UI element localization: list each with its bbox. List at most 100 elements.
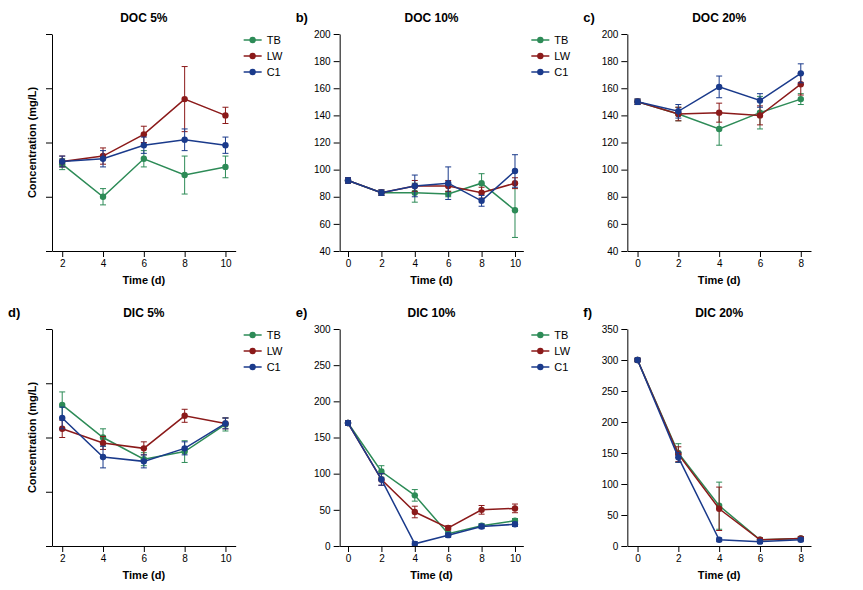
y-tick: 250 xyxy=(602,386,628,397)
tick-mark xyxy=(334,546,340,547)
tick-mark xyxy=(381,546,382,552)
error-bar xyxy=(757,106,763,125)
y-tick xyxy=(46,438,52,439)
x-axis: 246810 xyxy=(53,546,237,564)
x-axis: 02468 xyxy=(628,251,812,269)
x-tick: 10 xyxy=(220,546,232,564)
tick-mark xyxy=(760,546,761,552)
point xyxy=(100,440,106,446)
series xyxy=(634,357,804,545)
y-tick: 120 xyxy=(602,137,628,148)
point xyxy=(181,445,187,451)
error-bar xyxy=(479,505,485,514)
error-bar xyxy=(757,94,763,108)
y-tick: 140 xyxy=(602,110,628,121)
tick-label: 6 xyxy=(758,258,764,269)
tick-mark xyxy=(46,329,52,330)
tick-label: 0 xyxy=(613,541,619,552)
error-bar xyxy=(378,190,384,195)
point xyxy=(445,180,451,186)
legend: TBLWC1 xyxy=(531,329,570,373)
x-tick: 0 xyxy=(346,546,352,564)
legend-marker xyxy=(537,364,543,370)
tick-label: 100 xyxy=(314,468,331,479)
tick-mark xyxy=(621,143,627,144)
error-bar xyxy=(512,504,518,513)
y-tick: 40 xyxy=(607,246,627,257)
tick-mark xyxy=(638,251,639,257)
tick-label: 10 xyxy=(510,553,522,564)
tick-label: 10 xyxy=(220,258,232,269)
error-bar xyxy=(345,178,351,183)
tick-label: 8 xyxy=(479,258,485,269)
point xyxy=(716,126,722,132)
tick-label: 60 xyxy=(320,219,332,230)
tick-label: 160 xyxy=(602,83,619,94)
tick-label: 200 xyxy=(602,417,619,428)
error-bar xyxy=(378,190,384,195)
title: DIC 20% xyxy=(695,306,743,320)
y-tick: 160 xyxy=(314,83,340,94)
tick-label: 6 xyxy=(142,553,148,564)
tick-label: 2 xyxy=(60,553,66,564)
tick-mark xyxy=(334,115,340,116)
x-tick: 4 xyxy=(717,546,723,564)
tick-mark xyxy=(225,251,226,257)
tick-mark xyxy=(621,422,627,423)
error-bar xyxy=(182,409,188,422)
series-line xyxy=(638,73,801,111)
point xyxy=(412,541,418,546)
point xyxy=(59,415,65,421)
tick-label: 100 xyxy=(602,479,619,490)
panel: 246810DIC 5%d)Time (d)Concentration (mg/… xyxy=(8,305,283,581)
tick-label: 200 xyxy=(314,396,331,407)
y-tick: 100 xyxy=(602,164,628,175)
point xyxy=(222,164,228,170)
y-tick xyxy=(46,88,52,89)
point xyxy=(675,108,681,114)
tick-label: 140 xyxy=(314,110,331,121)
point xyxy=(345,177,351,183)
panel-label: e) xyxy=(296,305,308,320)
point xyxy=(675,454,681,460)
tick-label: 4 xyxy=(413,258,419,269)
tick-mark xyxy=(801,546,802,552)
point xyxy=(634,99,640,105)
x-axis: 02468 xyxy=(628,546,812,564)
tick-label: 300 xyxy=(314,324,331,335)
plot-area xyxy=(59,67,229,205)
tick-mark xyxy=(46,492,52,493)
tick-label: 200 xyxy=(314,29,331,40)
tick-label: 160 xyxy=(314,83,331,94)
tick-mark xyxy=(334,170,340,171)
axis-line xyxy=(627,330,628,547)
error-bar xyxy=(378,190,384,195)
y-tick: 300 xyxy=(602,355,628,366)
x-tick: 2 xyxy=(60,251,66,269)
series xyxy=(634,73,804,125)
y-tick xyxy=(46,197,52,198)
y-axis: 050100150200250300350 xyxy=(602,324,628,552)
y-tick: 60 xyxy=(607,219,627,230)
error-bar xyxy=(757,96,763,129)
y-tick: 200 xyxy=(314,29,340,40)
tick-label: 120 xyxy=(602,137,619,148)
series xyxy=(345,155,518,207)
series-line xyxy=(638,360,801,542)
point xyxy=(345,420,351,426)
tick-label: 0 xyxy=(346,258,352,269)
x-axis-title: Time (d) xyxy=(698,274,741,286)
tick-mark xyxy=(621,391,627,392)
error-bar xyxy=(182,441,188,463)
error-bar xyxy=(445,167,451,200)
error-bar xyxy=(635,99,641,104)
y-tick: 0 xyxy=(325,541,340,552)
tick-mark xyxy=(621,251,627,252)
error-bar xyxy=(345,178,351,183)
tick-mark xyxy=(334,251,340,252)
tick-label: 8 xyxy=(799,553,805,564)
tick-mark xyxy=(334,401,340,402)
point xyxy=(716,537,722,543)
tick-mark xyxy=(144,251,145,257)
legend-label: LW xyxy=(554,345,570,357)
